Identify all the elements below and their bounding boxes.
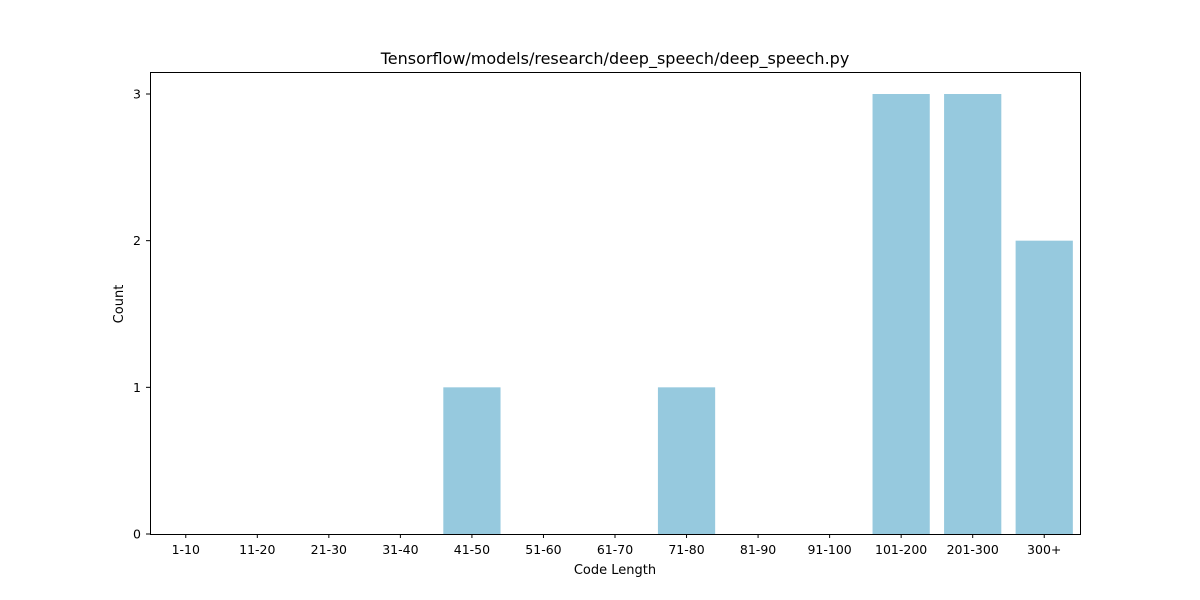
x-axis-label: Code Length	[574, 563, 656, 578]
bar-201-300	[944, 94, 1002, 534]
x-tick-label: 11-20	[239, 542, 275, 557]
bar-41-50	[443, 387, 501, 534]
x-tick-label: 51-60	[525, 542, 561, 557]
x-tick-label: 61-70	[597, 542, 633, 557]
y-axis: 0 1 2 3	[133, 87, 150, 542]
x-tick-label: 201-300	[947, 542, 999, 557]
bar-71-80	[657, 387, 716, 534]
x-tick-label: 81-90	[740, 542, 776, 557]
x-tick-label: 31-40	[382, 542, 418, 557]
x-tick-label: 101-200	[875, 542, 927, 557]
y-tick-label: 2	[133, 233, 141, 248]
x-tick-label: 91-100	[807, 542, 851, 557]
x-tick-label: 21-30	[311, 542, 347, 557]
x-tick-label: 71-80	[668, 542, 704, 557]
x-tick-label: 41-50	[454, 542, 490, 557]
x-tick-label: 1-10	[172, 542, 200, 557]
bar-101-200	[872, 94, 930, 534]
x-axis: 1-10 11-20 21-30 31-40 41-50 51-60 61-70 71-80 8…	[172, 534, 1061, 557]
plot-frame	[150, 72, 1081, 535]
bars-group	[443, 94, 1073, 534]
y-axis-label: Count	[112, 285, 127, 324]
x-tick-label: 300+	[1027, 542, 1061, 557]
y-tick-label: 0	[133, 527, 141, 542]
bar-300+	[1015, 240, 1073, 534]
y-tick-label: 3	[133, 87, 141, 102]
y-tick-label: 1	[133, 380, 141, 395]
chart-title: Tensorflow/models/research/deep_speech/d…	[380, 49, 850, 69]
